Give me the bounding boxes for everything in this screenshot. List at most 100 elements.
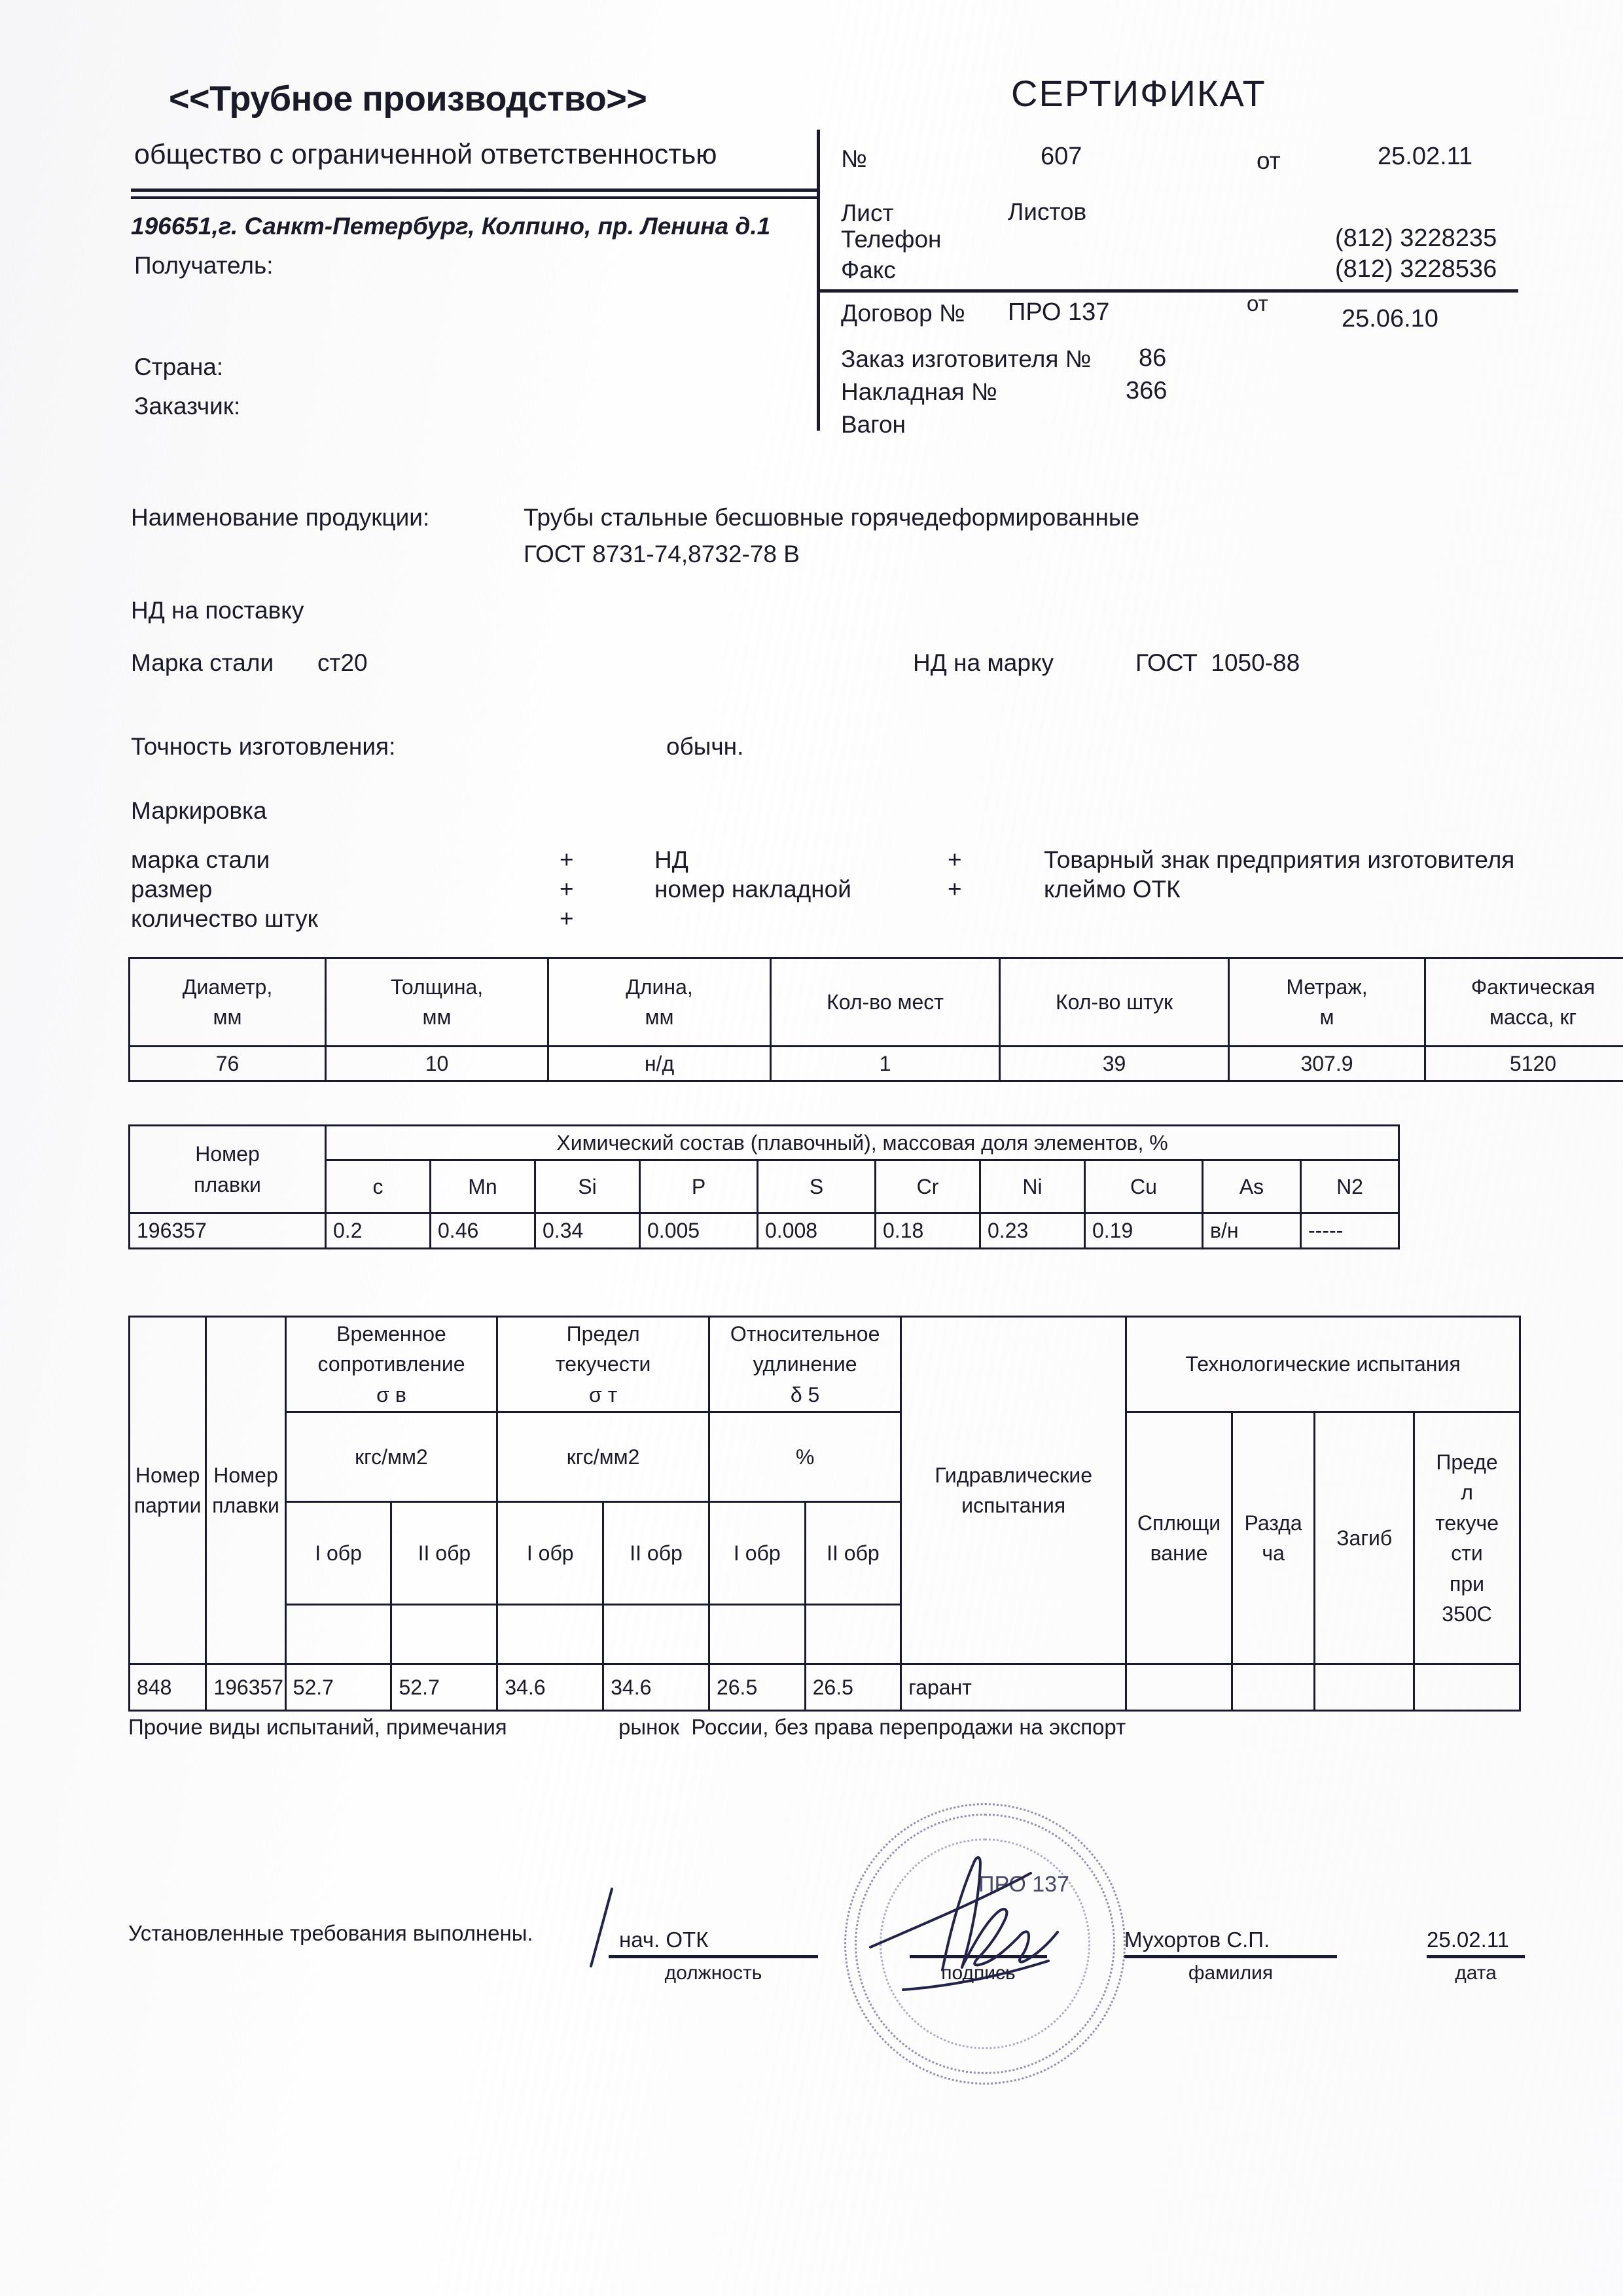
country-label: Страна: — [134, 353, 224, 380]
batch-line-2: партии — [134, 1494, 202, 1518]
position-value: нач. ОТК — [619, 1928, 709, 1952]
date-caption: дата — [1455, 1962, 1497, 1984]
element-header-c: c — [325, 1159, 431, 1215]
dimensions-header-cell: Кол-во мест — [770, 957, 1001, 1047]
nd-supply-label: НД на поставку — [131, 597, 304, 624]
header-line-1: Длина, — [626, 975, 693, 999]
elongation-unit-header: % — [707, 1411, 902, 1503]
element-header-p: P — [639, 1159, 758, 1215]
mechanical-cell-yield-2: 34.6 — [602, 1663, 710, 1712]
header-line-1: Кол-во мест — [827, 990, 944, 1014]
wagon-label: Вагон — [841, 411, 906, 438]
contact-divider — [818, 289, 1518, 293]
mechanical-data-row: 848 196357 52.7 52.7 34.6 34.6 26.5 26.5… — [128, 1663, 1521, 1712]
chemical-cell-ni: 0.23 — [979, 1212, 1086, 1249]
marking-row: марка стали + НД + Товарный знак предпри… — [131, 846, 1518, 873]
dimensions-data-row: 76 10 н/д 1 39 307.9 5120 — [128, 1045, 1623, 1083]
yield350-line-3: текуче — [1435, 1511, 1499, 1535]
dimensions-header-cell: Метраж, м — [1228, 957, 1426, 1047]
element-header-cu: Cu — [1084, 1159, 1204, 1215]
date-rule — [1427, 1955, 1525, 1958]
chemical-title-row: Номер плавки Химический состав (плавочны… — [128, 1124, 1400, 1215]
contract-label: Договор № — [841, 300, 965, 327]
hydraulic-line-1: Гидравлические — [935, 1463, 1092, 1487]
signature-rule — [910, 1955, 1047, 1958]
contract-value: ПРО 137 — [1008, 298, 1110, 326]
dimensions-table: Диаметр, мм Толщина, мм Длина, мм Кол-во… — [128, 957, 1623, 1083]
precision-value: обычн. — [666, 733, 744, 760]
elongation-sample-2-header: II обр — [804, 1501, 902, 1606]
yield-sample-1-header: I обр — [496, 1501, 605, 1606]
marking-c1: марка стали — [131, 846, 270, 873]
sheets-label: Листов — [1008, 198, 1087, 225]
flattening-line-1: Сплющи — [1137, 1511, 1221, 1535]
dimensions-cell-pieces: 39 — [999, 1045, 1230, 1083]
signature-caption: подпись — [941, 1962, 1016, 1984]
dimensions-header-cell: Кол-во штук — [999, 957, 1230, 1047]
spacer-cell — [390, 1604, 499, 1666]
fax-label: Факс — [841, 257, 896, 283]
batch-number-header: Номер партии — [128, 1315, 207, 1666]
expansion-line-2: ча — [1262, 1541, 1285, 1566]
product-name-value: Трубы стальные бесшовные горячедеформиро… — [524, 504, 1140, 531]
contract-date-value: 25.06.10 — [1342, 305, 1438, 332]
mechanical-cell-heat: 196357 — [205, 1663, 287, 1712]
element-header-mn: Mn — [429, 1159, 536, 1215]
marking-p1: + — [560, 876, 574, 903]
mechanical-cell-expansion — [1230, 1663, 1316, 1712]
signature-surname-field: Мухортов С.П. фамилия — [1124, 1928, 1337, 1984]
hydraulic-line-2: испытания — [961, 1494, 1066, 1518]
heat-number-header: Номер плавки — [205, 1315, 287, 1666]
heat-number-line-2: плавки — [194, 1172, 261, 1196]
header-line-2: масса, кг — [1489, 1005, 1577, 1029]
nd-grade-value: ГОСТ 1050-88 — [1135, 649, 1300, 676]
elongation-line-1: Относительное — [730, 1322, 880, 1346]
chemical-data-row: 196357 0.2 0.46 0.34 0.005 0.008 0.18 0.… — [128, 1212, 1400, 1249]
chemical-cell-c: 0.2 — [325, 1212, 431, 1249]
batch-line-1: Номер — [135, 1463, 200, 1487]
marking-c3: Товарный знак предприятия изготовителя — [1044, 846, 1515, 873]
precision-label: Точность изготовления: — [131, 733, 396, 760]
requirements-met-text: Установленные требования выполнены. — [128, 1921, 533, 1945]
chemical-cell-mn: 0.46 — [429, 1212, 536, 1249]
mechanical-cell-elongation-1: 26.5 — [707, 1663, 806, 1712]
marking-c1: количество штук — [131, 905, 318, 932]
marking-p1: + — [560, 846, 574, 873]
contract-date-prefix: от — [1247, 291, 1268, 315]
header-line-1: Диаметр, — [182, 975, 273, 999]
yield350-line-4: сти — [1451, 1541, 1483, 1566]
sheet-label: Лист — [841, 200, 894, 226]
element-header-cr: Cr — [874, 1159, 981, 1215]
mechanical-cell-tensile-2: 52.7 — [390, 1663, 499, 1712]
tensile-line-2: сопротивление — [317, 1352, 465, 1376]
spacer-cell — [496, 1604, 605, 1666]
element-header-si: Si — [534, 1159, 641, 1215]
element-header-ni: Ni — [979, 1159, 1086, 1215]
header-line-2: мм — [645, 1005, 674, 1029]
element-header-n2: N2 — [1299, 1159, 1400, 1215]
waybill-value: 366 — [1126, 377, 1168, 404]
expansion-header: Разда ча — [1230, 1411, 1316, 1666]
tensile-unit-header: кгс/мм2 — [284, 1411, 499, 1503]
company-address: 196651,г. Санкт-Петербург, Колпино, пр. … — [131, 213, 771, 240]
header-line-1: Толщина, — [390, 975, 484, 999]
yield350-line-2: л — [1461, 1480, 1473, 1505]
marking-c2: номер накладной — [654, 876, 851, 903]
mechanical-cell-batch: 848 — [128, 1663, 207, 1712]
flattening-header: Сплющи вание — [1125, 1411, 1233, 1666]
nd-grade-label: НД на марку — [913, 649, 1054, 676]
other-tests-label: Прочие виды испытаний, примечания — [128, 1715, 507, 1739]
dimensions-header-cell: Толщина, мм — [325, 957, 549, 1047]
yield350-line-5: при — [1450, 1571, 1485, 1596]
signature-position-field: нач. ОТК должность — [609, 1928, 818, 1984]
header-line-1: Метраж, — [1286, 975, 1368, 999]
dimensions-cell-meterage: 307.9 — [1228, 1045, 1426, 1083]
yield-symbol: σ т — [588, 1382, 618, 1407]
spacer-cell — [707, 1604, 806, 1666]
yield-sample-2-header: II обр — [602, 1501, 710, 1606]
header-line-2: мм — [213, 1005, 242, 1029]
marking-p1: + — [560, 905, 574, 932]
product-standard-value: ГОСТ 8731-74,8732-78 В — [524, 541, 800, 567]
mechanical-cell-flattening — [1125, 1663, 1233, 1712]
surname-rule — [1124, 1955, 1337, 1958]
